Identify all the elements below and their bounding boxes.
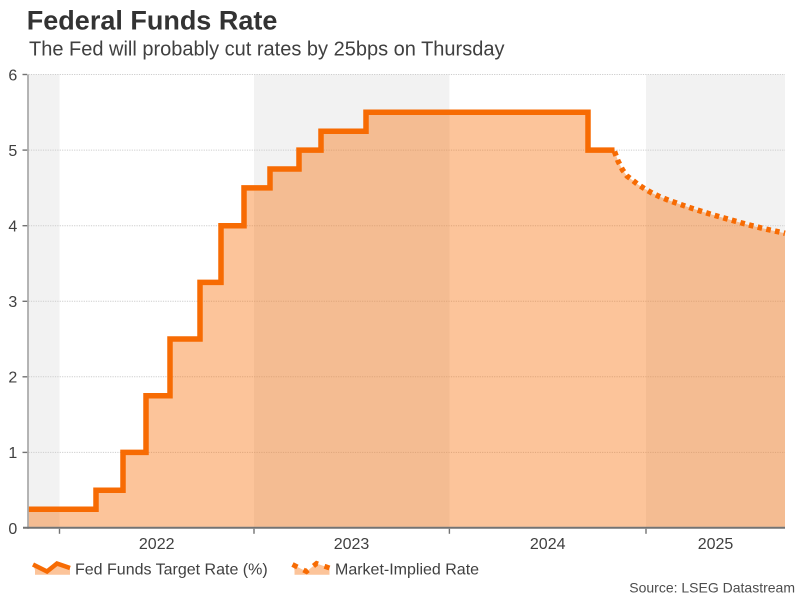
svg-text:1: 1 bbox=[8, 445, 17, 462]
svg-text:2024: 2024 bbox=[530, 536, 566, 553]
svg-text:4: 4 bbox=[8, 219, 17, 236]
svg-text:2022: 2022 bbox=[139, 536, 175, 553]
svg-text:Federal Funds Rate: Federal Funds Rate bbox=[27, 5, 278, 35]
svg-text:6: 6 bbox=[8, 67, 17, 84]
svg-text:Fed Funds Target Rate (%): Fed Funds Target Rate (%) bbox=[75, 562, 268, 579]
svg-text:The Fed will probably cut rate: The Fed will probably cut rates by 25bps… bbox=[29, 39, 504, 61]
svg-text:2023: 2023 bbox=[334, 536, 370, 553]
svg-text:0: 0 bbox=[8, 521, 17, 538]
svg-text:3: 3 bbox=[8, 294, 17, 311]
svg-text:Market-Implied Rate: Market-Implied Rate bbox=[335, 562, 479, 579]
svg-text:2025: 2025 bbox=[698, 536, 734, 553]
svg-text:2: 2 bbox=[8, 370, 17, 387]
svg-text:5: 5 bbox=[8, 143, 17, 160]
svg-text:Source: LSEG Datastream: Source: LSEG Datastream bbox=[629, 580, 795, 596]
